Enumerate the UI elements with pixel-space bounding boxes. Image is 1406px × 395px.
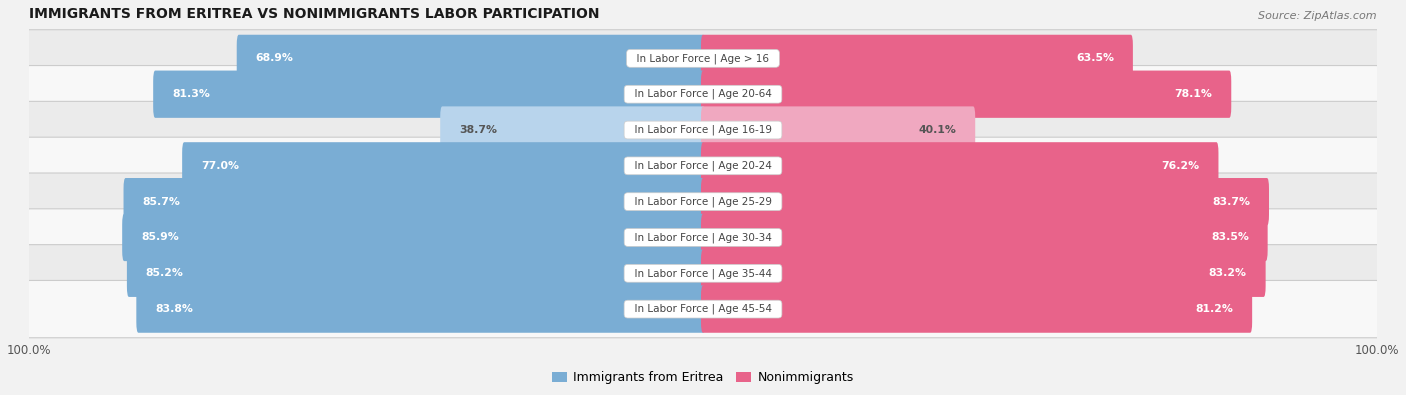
Text: 78.1%: 78.1% [1174,89,1212,99]
Legend: Immigrants from Eritrea, Nonimmigrants: Immigrants from Eritrea, Nonimmigrants [547,367,859,389]
FancyBboxPatch shape [183,142,704,190]
FancyBboxPatch shape [236,35,704,82]
FancyBboxPatch shape [702,214,1268,261]
Text: 83.5%: 83.5% [1211,233,1249,243]
Text: 81.3%: 81.3% [172,89,209,99]
Text: 68.9%: 68.9% [256,53,294,63]
Text: 77.0%: 77.0% [201,161,239,171]
FancyBboxPatch shape [702,142,1219,190]
FancyBboxPatch shape [702,106,976,154]
FancyBboxPatch shape [27,173,1379,230]
Text: In Labor Force | Age 35-44: In Labor Force | Age 35-44 [627,268,779,278]
Text: In Labor Force | Age 30-34: In Labor Force | Age 30-34 [628,232,778,243]
Text: 85.9%: 85.9% [141,233,179,243]
Text: 40.1%: 40.1% [918,125,956,135]
FancyBboxPatch shape [27,66,1379,123]
Text: 83.7%: 83.7% [1212,197,1250,207]
Text: In Labor Force | Age 45-54: In Labor Force | Age 45-54 [627,304,779,314]
FancyBboxPatch shape [702,250,1265,297]
FancyBboxPatch shape [136,286,704,333]
Text: 38.7%: 38.7% [460,125,498,135]
Text: 81.2%: 81.2% [1195,304,1233,314]
FancyBboxPatch shape [702,178,1270,225]
Text: In Labor Force | Age > 16: In Labor Force | Age > 16 [630,53,776,64]
FancyBboxPatch shape [122,214,704,261]
Text: 83.2%: 83.2% [1209,268,1247,278]
FancyBboxPatch shape [27,245,1379,302]
Text: 76.2%: 76.2% [1161,161,1199,171]
FancyBboxPatch shape [27,102,1379,159]
FancyBboxPatch shape [127,250,704,297]
Text: 63.5%: 63.5% [1076,53,1114,63]
FancyBboxPatch shape [27,280,1379,338]
FancyBboxPatch shape [702,71,1232,118]
FancyBboxPatch shape [124,178,704,225]
Text: 83.8%: 83.8% [155,304,193,314]
Text: In Labor Force | Age 25-29: In Labor Force | Age 25-29 [627,196,779,207]
FancyBboxPatch shape [153,71,704,118]
FancyBboxPatch shape [27,30,1379,87]
Text: In Labor Force | Age 16-19: In Labor Force | Age 16-19 [627,125,779,135]
Text: 85.2%: 85.2% [146,268,184,278]
FancyBboxPatch shape [27,209,1379,266]
FancyBboxPatch shape [440,106,704,154]
FancyBboxPatch shape [27,137,1379,194]
Text: In Labor Force | Age 20-64: In Labor Force | Age 20-64 [628,89,778,100]
Text: 85.7%: 85.7% [142,197,180,207]
Text: In Labor Force | Age 20-24: In Labor Force | Age 20-24 [628,161,778,171]
FancyBboxPatch shape [702,35,1133,82]
FancyBboxPatch shape [702,286,1253,333]
Text: Source: ZipAtlas.com: Source: ZipAtlas.com [1258,11,1376,21]
Text: IMMIGRANTS FROM ERITREA VS NONIMMIGRANTS LABOR PARTICIPATION: IMMIGRANTS FROM ERITREA VS NONIMMIGRANTS… [30,7,600,21]
